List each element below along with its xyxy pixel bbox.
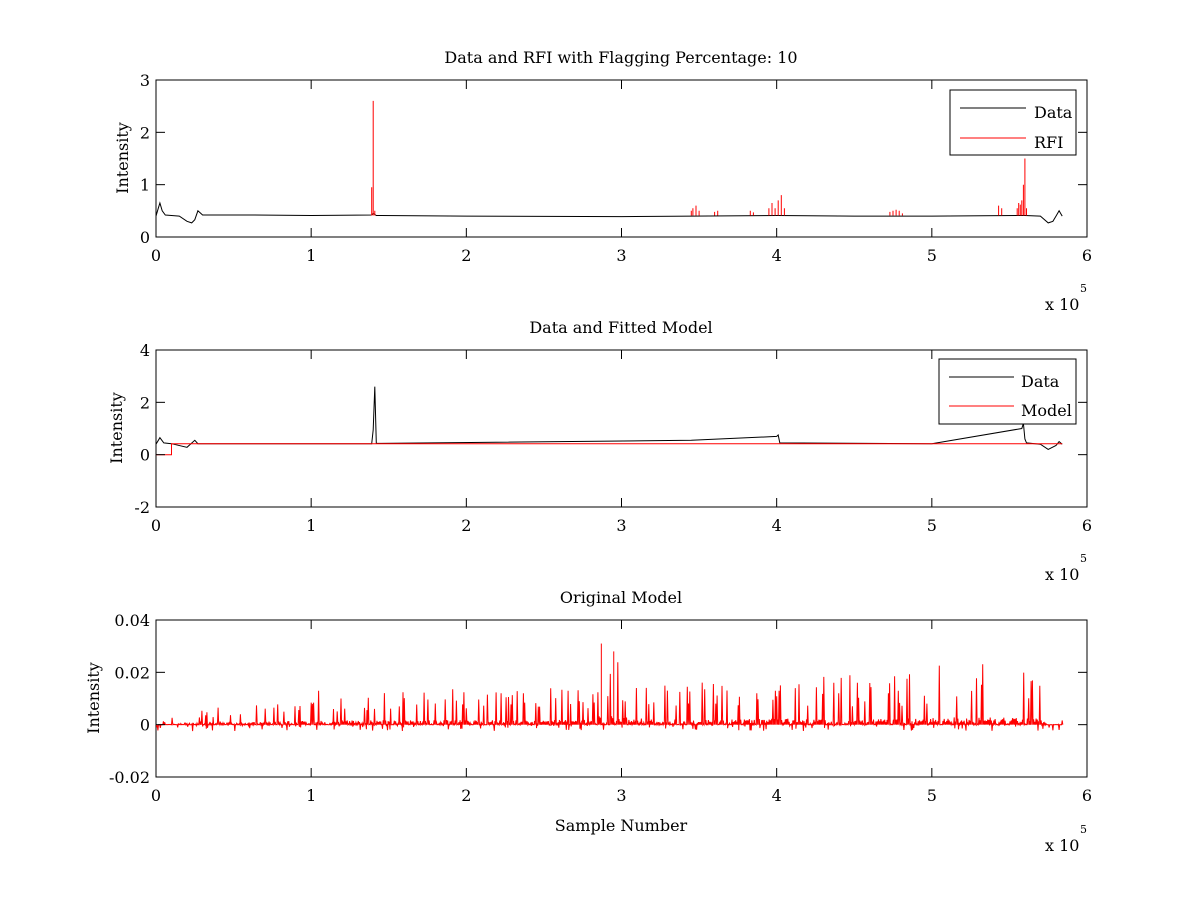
panel-orig-title: Original Model: [560, 588, 682, 607]
fit-xtick-label: 3: [616, 516, 626, 535]
fit-ytick-label: 0: [140, 446, 150, 465]
orig-xtick-label: 6: [1082, 786, 1092, 805]
rfi-xtick-label: 3: [616, 246, 626, 265]
panel-fit-title: Data and Fitted Model: [529, 318, 712, 337]
fit-xtick-label: 6: [1082, 516, 1092, 535]
panel-orig-x-exponent: x 10: [1045, 836, 1079, 855]
rfi-xtick-label: 0: [151, 246, 161, 265]
panel-fit-legend: Data Model: [938, 358, 1077, 425]
rfi-ytick-label: 3: [140, 71, 150, 90]
orig-xtick-label: 0: [151, 786, 161, 805]
panel-rfi: Data and RFI with Flagging Percentage: 1…: [113, 48, 1092, 314]
panel-orig-x-exponent-power: 5: [1080, 823, 1087, 836]
panel-fit-axes-box: [155, 349, 1088, 508]
fit-xtick-label: 4: [772, 516, 782, 535]
fit-xtick-label: 2: [461, 516, 471, 535]
rfi-xtick-label: 1: [306, 246, 316, 265]
orig-xtick-label: 4: [772, 786, 782, 805]
panel-rfi-legend-box: [949, 89, 1077, 156]
panel-fit-legend-model-label: Model: [1021, 401, 1072, 420]
panel-fit-legend-data-label: Data: [1021, 372, 1060, 391]
orig-xtick-label: 3: [616, 786, 626, 805]
panel-fit-ylabel: Intensity: [107, 392, 126, 464]
panel-rfi-plot-area: [156, 100, 1063, 224]
fit-ytick-label: 4: [140, 341, 150, 360]
panel-fit-x-exponent-power: 5: [1080, 552, 1087, 565]
orig-xtick-label: 1: [306, 786, 316, 805]
rfi-xtick-label: 4: [772, 246, 782, 265]
panel-fit-x-exponent-base: x 10: [1045, 565, 1079, 584]
panel-rfi-x-exponent-base: x 10: [1045, 295, 1079, 314]
panel-orig-plot-area: [156, 643, 1064, 732]
rfi-xtick-label: 6: [1082, 246, 1092, 265]
panel-rfi-ticks: 0 1 2 3 4 5 6 0 1 2 3: [140, 71, 1092, 265]
orig-ytick-label: 0.04: [114, 611, 150, 630]
fit-xtick-label: 0: [151, 516, 161, 535]
panel-orig-axes-box: [155, 619, 1088, 778]
orig-ytick-label: -0.02: [109, 768, 150, 787]
panel-fit-x-exponent: x 10: [1045, 565, 1079, 584]
orig-xtick-label: 2: [461, 786, 471, 805]
panel-rfi-legend: Data RFI: [949, 89, 1077, 156]
panel-fit-legend-box: [938, 358, 1077, 425]
panel-rfi-x-exponent: x 10: [1045, 295, 1079, 314]
panel-orig-ylabel: Intensity: [84, 662, 103, 734]
fit-ytick-label: -2: [134, 498, 150, 517]
rfi-xtick-label: 5: [927, 246, 937, 265]
rfi-xtick-label: 2: [461, 246, 471, 265]
orig-series-line: [156, 662, 1064, 732]
panel-rfi-title: Data and RFI with Flagging Percentage: 1…: [444, 48, 797, 67]
panel-rfi-axes-box: [155, 79, 1088, 238]
panel-rfi-legend-data-label: Data: [1034, 103, 1073, 122]
panel-rfi-ylabel: Intensity: [113, 122, 132, 194]
panel-orig-xlabel: Sample Number: [555, 816, 688, 835]
rfi-ytick-label: 2: [140, 123, 150, 142]
rfi-ytick-label: 0: [140, 228, 150, 247]
orig-ytick-label: 0.02: [114, 663, 150, 682]
panel-rfi-x-exponent-power: 5: [1080, 282, 1087, 295]
panel-rfi-legend-rfi-label: RFI: [1034, 133, 1063, 152]
rfi-ytick-label: 1: [140, 176, 150, 195]
rfi-series-rfi: [371, 100, 1027, 216]
fit-xtick-label: 1: [306, 516, 316, 535]
orig-xtick-label: 5: [927, 786, 937, 805]
fit-ytick-label: 2: [140, 393, 150, 412]
fit-xtick-label: 5: [927, 516, 937, 535]
orig-ytick-label: 0: [140, 716, 150, 735]
panel-orig-x-exponent-base: x 10: [1045, 836, 1079, 855]
